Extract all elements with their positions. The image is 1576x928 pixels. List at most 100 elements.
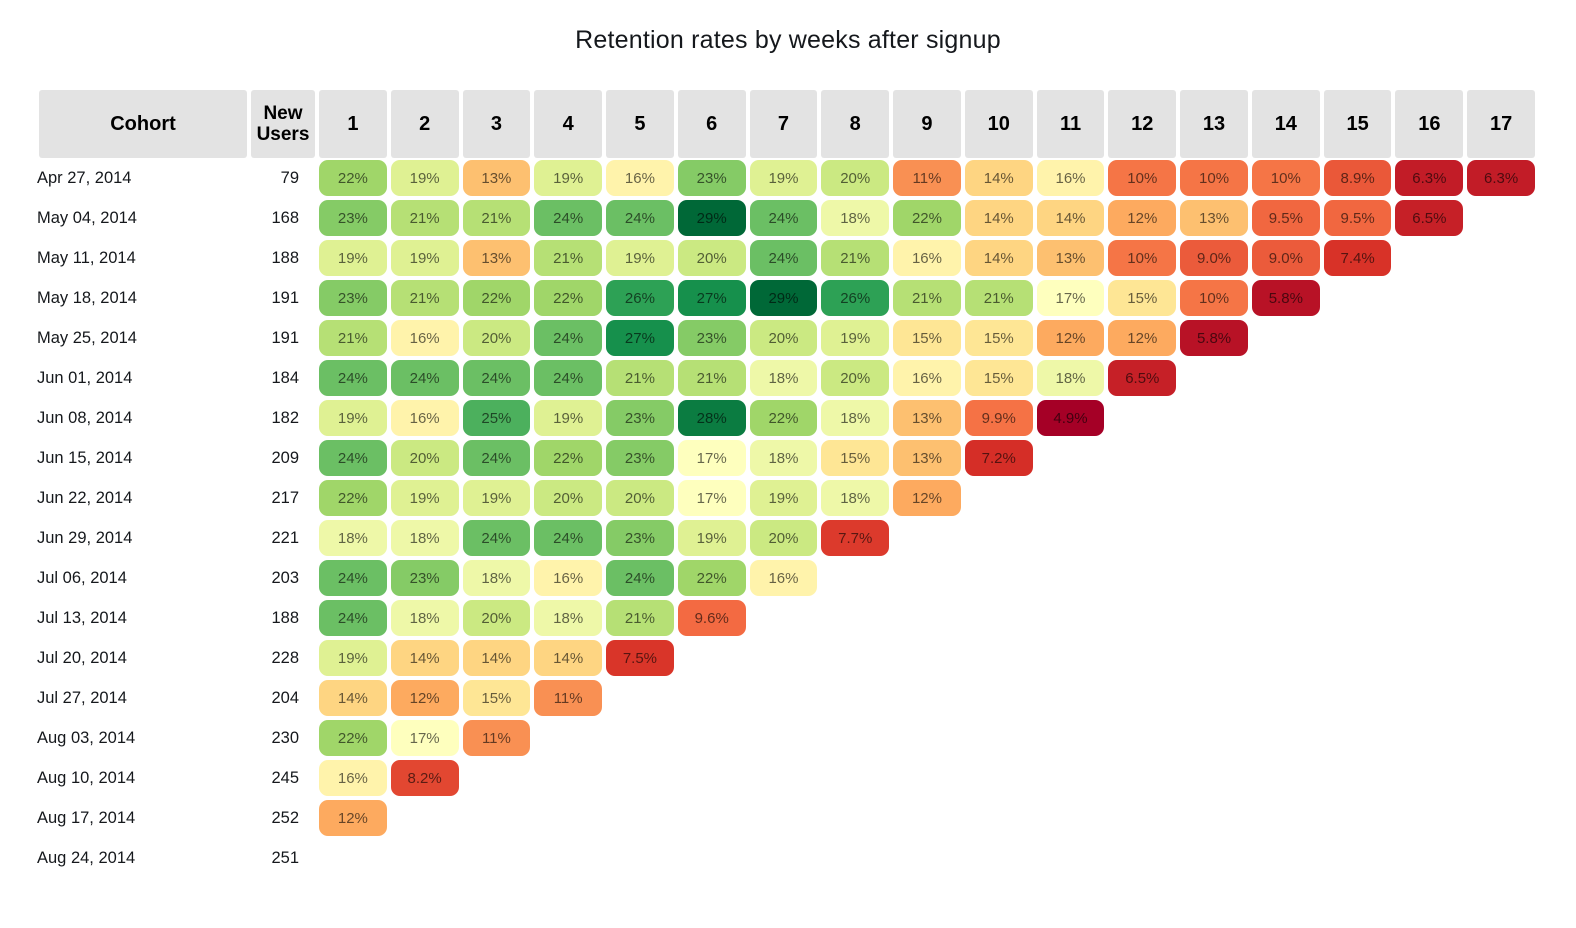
retention-cell: 20% <box>534 480 603 516</box>
retention-cell: 19% <box>390 480 459 516</box>
retention-cell: 22% <box>319 160 387 196</box>
retention-cell: 22% <box>319 720 387 756</box>
cohort-date-label: Aug 10, 2014 <box>37 768 136 787</box>
week-column-header: 16 <box>1395 90 1464 158</box>
cohort-row: Jul 13, 2014 188 24% 18% 20% 18% 21% 9.6% <box>37 598 1537 638</box>
week-column-header: 9 <box>893 90 961 158</box>
cohort-row: Jun 22, 2014 217 22% 19% 19% 20% 20% 17% 19% 18% 1… <box>37 478 1537 518</box>
retention-cell: 18% <box>821 400 890 436</box>
retention-cell: 19% <box>390 240 459 276</box>
retention-cell: 24% <box>462 440 531 476</box>
new-users-value: 191 <box>271 328 299 347</box>
cohort-row: Aug 17, 2014 252 12% <box>37 798 1537 838</box>
retention-cell: 10% <box>1108 160 1177 196</box>
week-column-header: 2 <box>390 90 459 158</box>
week-column-header: 15 <box>1323 90 1392 158</box>
retention-cell: 20% <box>749 320 818 356</box>
cohort-row: May 25, 2014 191 21% 16% 20% 24% 27% 23% 20% 19% 1… <box>37 318 1537 358</box>
retention-cell: 13% <box>462 160 531 196</box>
retention-cell: 21% <box>677 360 746 396</box>
retention-cell: 13% <box>893 400 961 436</box>
retention-cell: 23% <box>390 560 459 596</box>
week-column-header: 5 <box>606 90 674 158</box>
retention-cell: 20% <box>606 480 674 516</box>
retention-cell: 21% <box>606 360 674 396</box>
retention-cell: 22% <box>462 280 531 316</box>
week-column-header: 10 <box>964 90 1033 158</box>
cohort-date-label: Jun 01, 2014 <box>37 368 133 387</box>
retention-cell: 24% <box>534 320 603 356</box>
retention-cell: 17% <box>1036 280 1105 316</box>
retention-cell: 28% <box>677 400 746 436</box>
retention-cell: 22% <box>893 200 961 236</box>
retention-cell: 22% <box>319 480 387 516</box>
retention-cell: 18% <box>1036 360 1105 396</box>
cohort-row: Jun 15, 2014 209 24% 20% 24% 22% 23% 17% 18% 15% 1… <box>37 438 1537 478</box>
new-users-value: 217 <box>271 488 299 507</box>
table-header-row: Cohort New Users 1 2 3 4 5 6 7 8 9 10 11 12 13 14 15 16… <box>37 90 1537 158</box>
retention-cell: 19% <box>534 160 603 196</box>
retention-cell: 9.9% <box>964 400 1033 436</box>
retention-cell: 10% <box>1180 280 1248 316</box>
retention-cell: 23% <box>319 200 387 236</box>
retention-cell: 24% <box>462 520 531 556</box>
new-users-value: 203 <box>271 568 299 587</box>
cohort-date-label: Jul 27, 2014 <box>37 688 127 707</box>
retention-cell: 15% <box>964 360 1033 396</box>
retention-cell: 19% <box>749 160 818 196</box>
new-users-value: 230 <box>271 728 299 747</box>
week-column-header: 6 <box>677 90 746 158</box>
retention-cell: 7.2% <box>964 440 1033 476</box>
cohort-date-label: Jun 22, 2014 <box>37 488 133 507</box>
retention-cell: 19% <box>319 240 387 276</box>
cohort-date-label: Jul 20, 2014 <box>37 648 127 667</box>
cohort-date-label: Jul 13, 2014 <box>37 608 127 627</box>
retention-cell: 18% <box>390 520 459 556</box>
retention-cell: 21% <box>606 600 674 636</box>
retention-cell: 15% <box>893 320 961 356</box>
retention-cell: 11% <box>893 160 961 196</box>
retention-cell: 21% <box>319 320 387 356</box>
retention-cell: 21% <box>534 240 603 276</box>
retention-cell: 10% <box>1251 160 1320 196</box>
cohort-date-label: Jun 08, 2014 <box>37 408 133 427</box>
retention-cell: 18% <box>319 520 387 556</box>
new-users-column-header: New Users <box>251 90 315 158</box>
retention-cell: 9.5% <box>1323 200 1392 236</box>
retention-cell: 7.5% <box>606 640 674 676</box>
retention-cell: 16% <box>893 360 961 396</box>
retention-cell: 20% <box>821 160 890 196</box>
retention-cell: 21% <box>390 280 459 316</box>
retention-cell: 6.3% <box>1395 160 1464 196</box>
new-users-value: 191 <box>271 288 299 307</box>
retention-cell: 7.7% <box>821 520 890 556</box>
retention-cell: 16% <box>390 400 459 436</box>
retention-cell: 20% <box>462 600 531 636</box>
cohort-date-label: Apr 27, 2014 <box>37 168 132 187</box>
retention-cell: 23% <box>606 400 674 436</box>
retention-cell: 6.5% <box>1108 360 1177 396</box>
cohort-row: May 18, 2014 191 23% 21% 22% 22% 26% 27% 29% 26% 2… <box>37 278 1537 318</box>
retention-cell: 8.2% <box>390 760 459 796</box>
retention-cell: 24% <box>606 200 674 236</box>
new-users-value: 184 <box>271 368 299 387</box>
retention-cell: 6.3% <box>1467 160 1535 196</box>
new-users-value: 204 <box>271 688 299 707</box>
retention-cell: 13% <box>893 440 961 476</box>
new-users-value: 168 <box>271 208 299 227</box>
retention-cell: 16% <box>606 160 674 196</box>
retention-cell: 9.5% <box>1251 200 1320 236</box>
cohort-row: Jul 20, 2014 228 19% 14% 14% 14% 7.5% <box>37 638 1537 678</box>
new-users-value: 221 <box>271 528 299 547</box>
retention-cell: 24% <box>534 360 603 396</box>
retention-cell: 21% <box>964 280 1033 316</box>
retention-cell: 20% <box>390 440 459 476</box>
cohort-date-label: Jul 06, 2014 <box>37 568 127 587</box>
week-column-header: 3 <box>462 90 531 158</box>
new-users-value: 182 <box>271 408 299 427</box>
retention-cell: 17% <box>677 440 746 476</box>
retention-cell: 5.8% <box>1251 280 1320 316</box>
retention-cell: 21% <box>821 240 890 276</box>
retention-cell: 22% <box>749 400 818 436</box>
